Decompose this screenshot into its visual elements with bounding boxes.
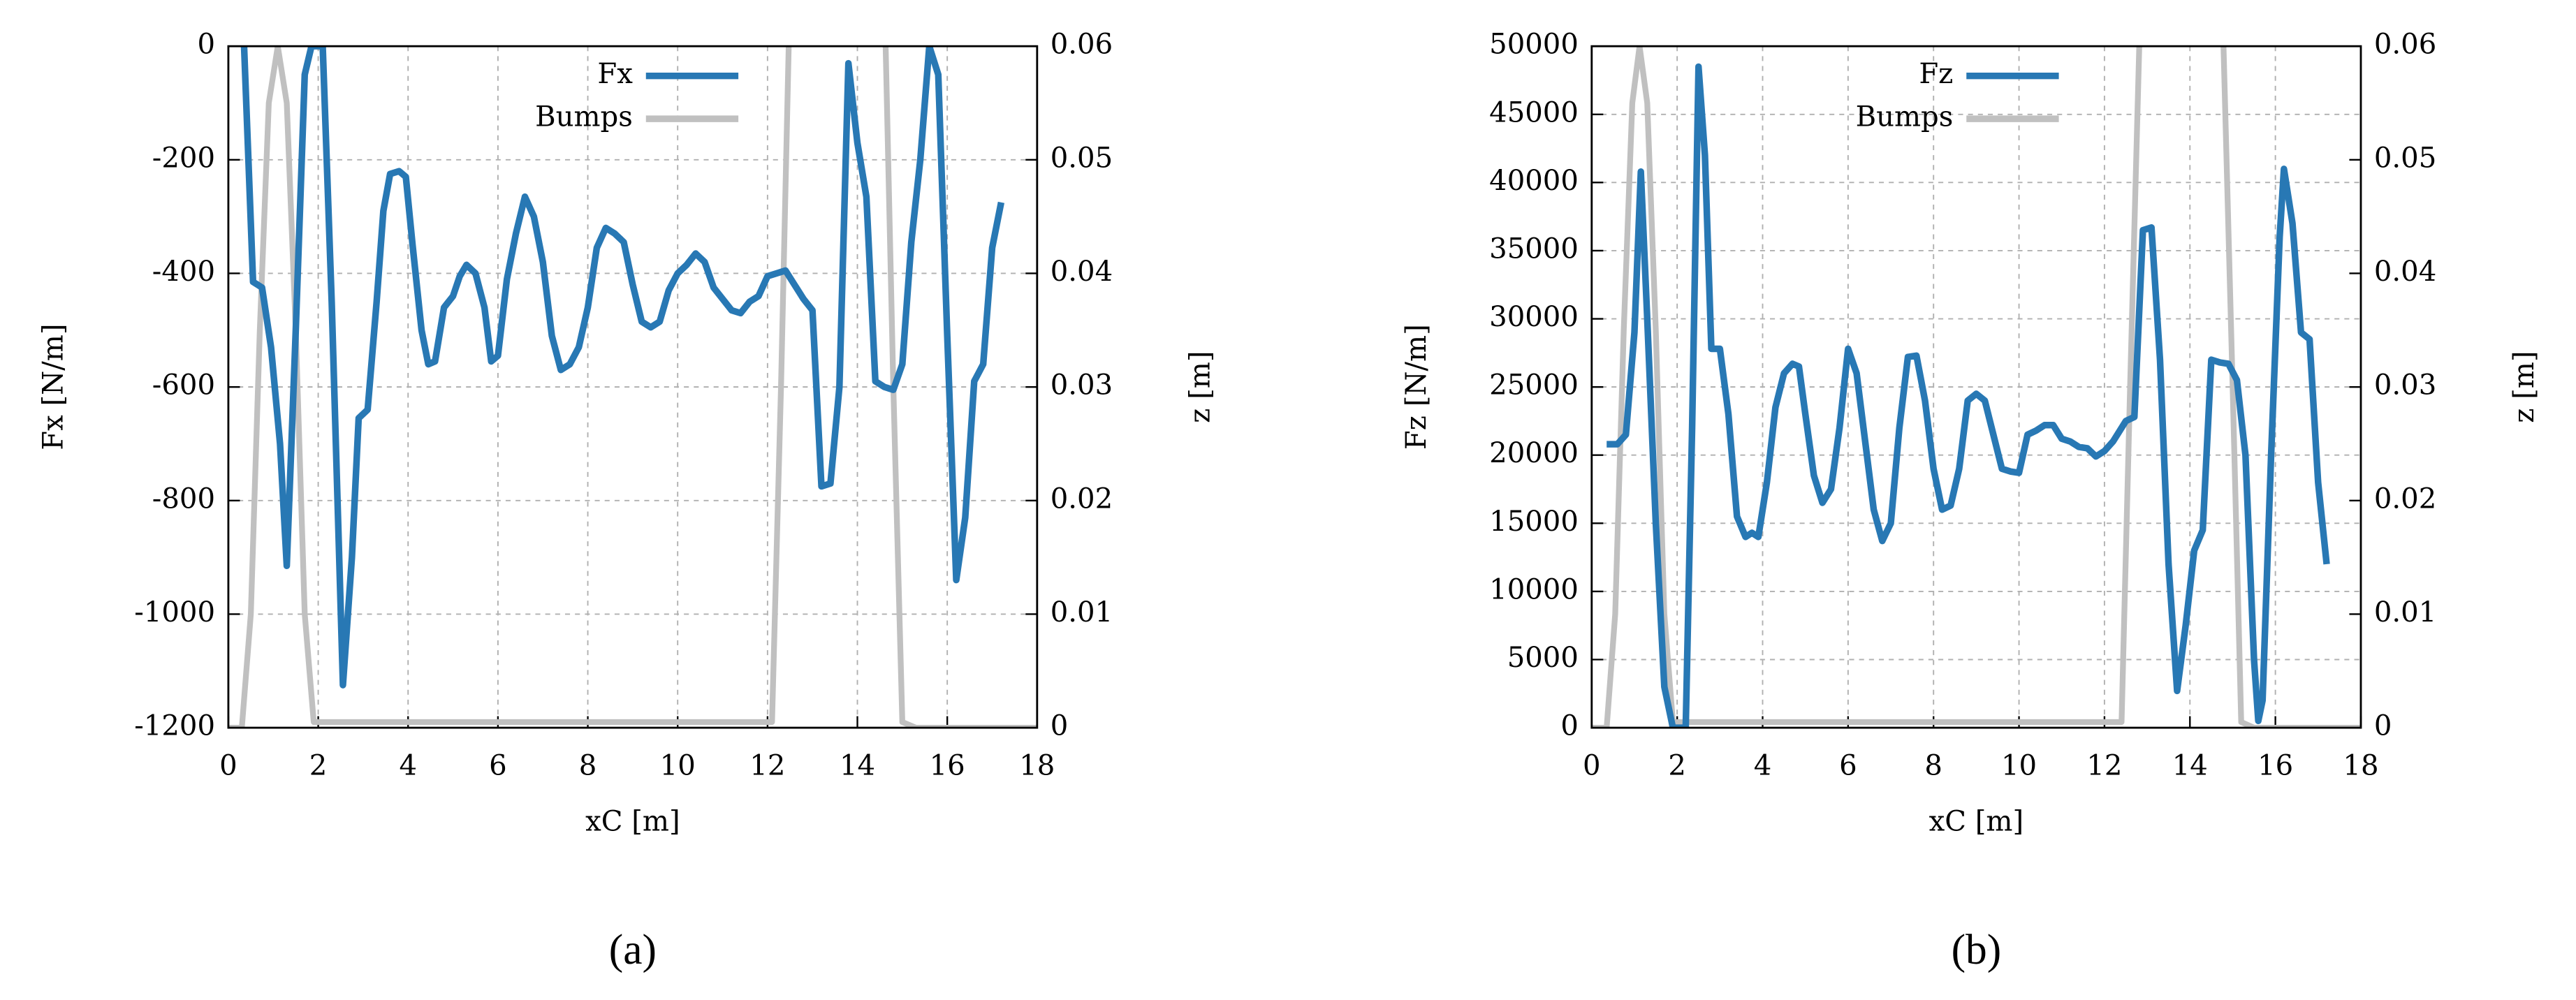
y2-tick-label: 0.04 bbox=[2374, 256, 2436, 288]
y2-tick-label: 0 bbox=[1051, 710, 1069, 742]
y-tick-label: 45000 bbox=[1489, 96, 1579, 128]
y2-tick-label: 0.03 bbox=[1051, 369, 1113, 402]
y2-tick-label: 0 bbox=[2374, 710, 2392, 742]
legend-label: Fz bbox=[1919, 58, 1953, 90]
x-tick-label: 10 bbox=[2001, 749, 2037, 781]
x-tick-label: 8 bbox=[579, 749, 597, 781]
y2-tick-label: 0.01 bbox=[2374, 596, 2436, 628]
series-line bbox=[240, 46, 1004, 689]
legend-label: Fx bbox=[597, 58, 633, 90]
plot-frame bbox=[1590, 45, 2362, 729]
x-tick-label: 4 bbox=[1754, 749, 1772, 781]
y-axis-label: Fz [N/m] bbox=[1400, 324, 1433, 450]
y2-axis-label: z [m] bbox=[1185, 351, 1217, 422]
y-tick-label: 40000 bbox=[1489, 165, 1579, 197]
x-tick-label: 6 bbox=[489, 749, 507, 781]
y-tick-label: -600 bbox=[152, 369, 215, 402]
x-tick-label: 12 bbox=[749, 749, 785, 781]
y2-tick-label: 0.05 bbox=[2374, 142, 2436, 174]
x-tick-label: 6 bbox=[1839, 749, 1857, 781]
x-tick-label: 14 bbox=[2172, 749, 2208, 781]
x-tick-label: 2 bbox=[309, 749, 328, 781]
y2-tick-label: 0.06 bbox=[1051, 29, 1113, 61]
x-tick-label: 10 bbox=[660, 749, 696, 781]
x-axis-label: xC [m] bbox=[585, 806, 680, 838]
x-tick-label: 16 bbox=[930, 749, 965, 781]
y-tick-label: -1000 bbox=[134, 596, 215, 628]
y-tick-label: 30000 bbox=[1489, 301, 1579, 333]
y-tick-label: -800 bbox=[152, 483, 215, 515]
y2-tick-label: 0.02 bbox=[2374, 483, 2436, 515]
y-tick-label: 10000 bbox=[1489, 573, 1579, 605]
y2-tick-label: 0.06 bbox=[2374, 29, 2436, 61]
x-tick-label: 18 bbox=[2343, 749, 2378, 781]
x-tick-label: 8 bbox=[1924, 749, 1942, 781]
y-tick-label: -200 bbox=[152, 142, 215, 174]
legend-label: Bumps bbox=[1856, 101, 1954, 133]
panel-label: (a) bbox=[609, 926, 657, 973]
y2-tick-label: 0.01 bbox=[1051, 596, 1113, 628]
y2-tick-label: 0.03 bbox=[2374, 369, 2436, 402]
y-tick-label: 15000 bbox=[1489, 506, 1579, 538]
x-axis-label: xC [m] bbox=[1929, 806, 2024, 838]
y-tick-label: 50000 bbox=[1489, 29, 1579, 61]
x-tick-label: 14 bbox=[840, 749, 875, 781]
x-tick-label: 12 bbox=[2086, 749, 2122, 781]
series-line bbox=[1591, 46, 2361, 728]
plot-frame bbox=[227, 45, 1039, 729]
y-tick-label: -400 bbox=[152, 256, 215, 288]
plot-area bbox=[228, 46, 1037, 728]
y2-tick-label: 0.04 bbox=[1051, 256, 1113, 288]
y-axis-label: Fx [N/m] bbox=[37, 323, 69, 450]
plot-area bbox=[1591, 46, 2361, 728]
x-tick-label: 16 bbox=[2257, 749, 2293, 781]
chart: 0 2 4 6 8 10 12 14 16 18 -1200 -1000 -800 -600 -400 -20… bbox=[37, 29, 1217, 973]
y2-tick-label: 0.05 bbox=[1051, 142, 1113, 174]
x-tick-label: 0 bbox=[219, 749, 237, 781]
x-tick-label: 0 bbox=[1583, 749, 1601, 781]
x-tick-label: 18 bbox=[1019, 749, 1055, 781]
x-tick-label: 4 bbox=[399, 749, 417, 781]
x-tick-label: 2 bbox=[1668, 749, 1686, 781]
legend-label: Bumps bbox=[535, 101, 633, 133]
y-tick-label: 0 bbox=[197, 29, 215, 61]
y-tick-label: -1200 bbox=[134, 710, 215, 742]
chart: 0 2 4 6 8 10 12 14 16 18 0 5000 10000 15000 20000 25000… bbox=[1400, 29, 2540, 973]
panel-label: (b) bbox=[1952, 926, 2002, 973]
y-tick-label: 25000 bbox=[1489, 369, 1579, 402]
y2-axis-label: z [m] bbox=[2508, 351, 2540, 422]
y2-tick-label: 0.02 bbox=[1051, 483, 1113, 515]
series-line bbox=[1607, 63, 2330, 728]
y-tick-label: 0 bbox=[1560, 710, 1579, 742]
y-tick-label: 20000 bbox=[1489, 437, 1579, 469]
y-tick-label: 35000 bbox=[1489, 233, 1579, 265]
y-tick-label: 5000 bbox=[1507, 642, 1579, 674]
